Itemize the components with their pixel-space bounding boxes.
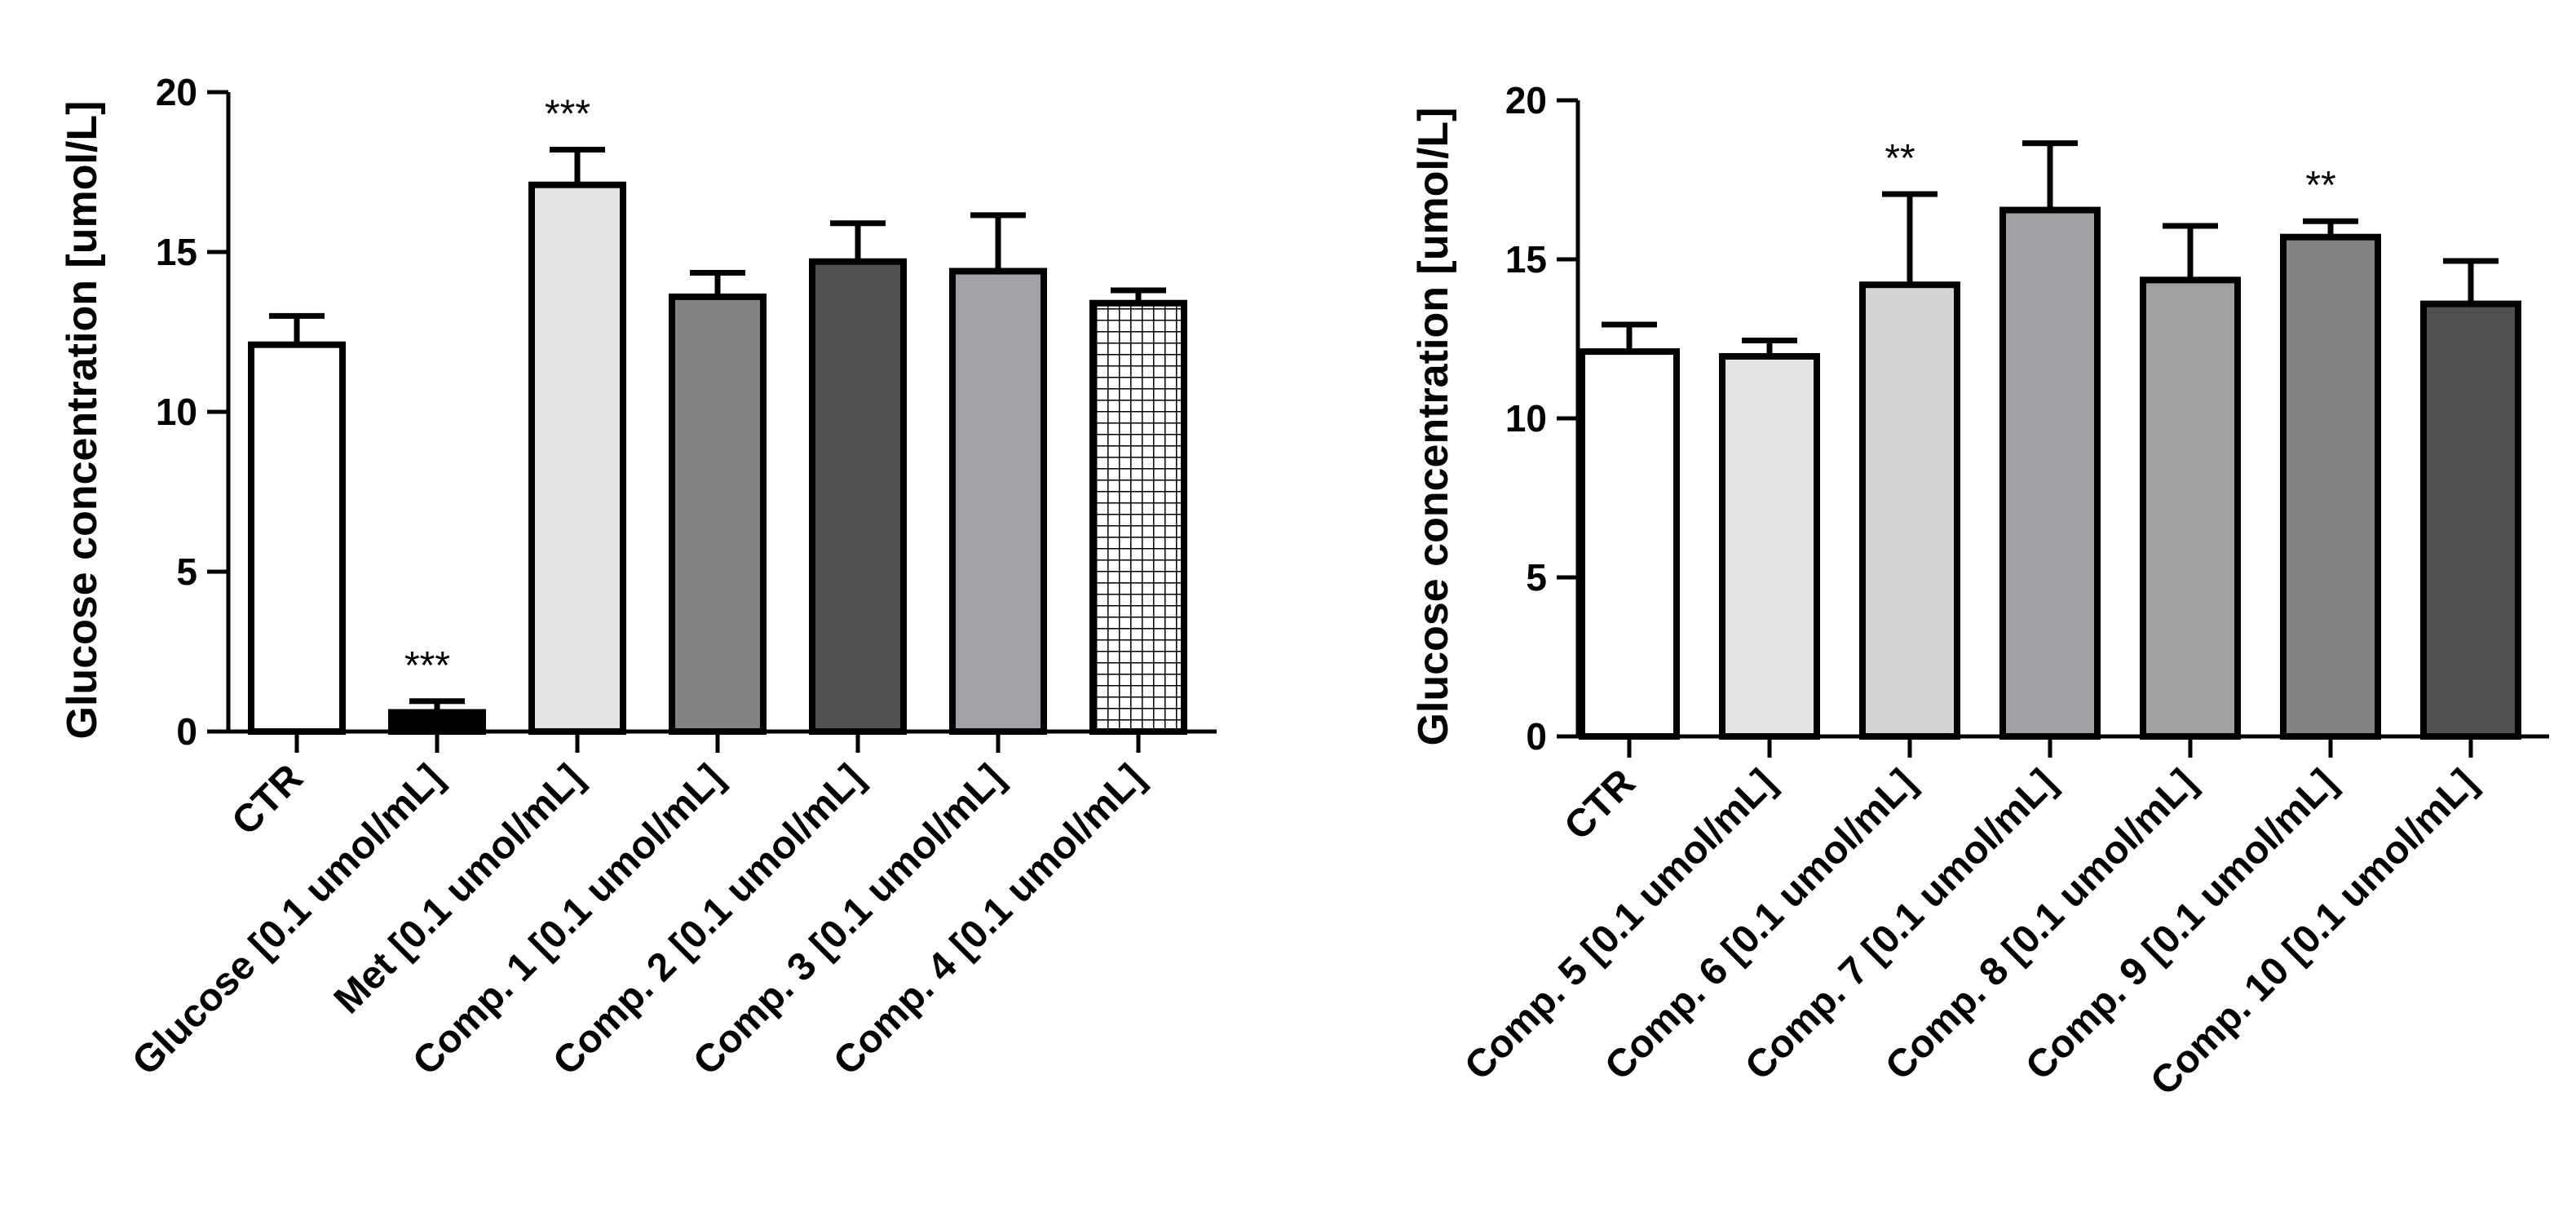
x-tick-label: Met [0.1 umol/mL] [326, 756, 592, 1022]
y-tick-label: 20 [1505, 79, 1547, 122]
bar [669, 293, 767, 735]
bar [1859, 281, 1960, 740]
y-tick-label: 15 [1505, 238, 1547, 281]
y-tick-label: 10 [156, 391, 197, 433]
bar [1579, 348, 1680, 740]
x-tick-label: CTR [224, 756, 312, 843]
y-tick-label: 15 [156, 231, 197, 273]
significance-label: *** [404, 644, 450, 687]
bar [1999, 206, 2101, 740]
bar [388, 709, 486, 735]
significance-label: *** [545, 93, 590, 136]
y-tick-label: 10 [1505, 397, 1547, 440]
bar [2140, 276, 2241, 740]
x-tick-label: CTR [1557, 761, 1644, 848]
y-tick-label: 0 [1526, 715, 1547, 758]
y-axis-title: Glucose concentration [umol/L] [1410, 108, 1457, 746]
bar [809, 258, 907, 735]
bar [949, 267, 1047, 735]
y-tick-label: 0 [176, 710, 197, 753]
left-bar-chart: 0 5 10 15 20 Glucose concentration [umol/L] CT… [59, 71, 1217, 1084]
y-axis-title: Glucose concentration [umol/L] [59, 101, 106, 740]
bar [248, 341, 346, 735]
bar [1719, 352, 1820, 740]
significance-label: ** [1885, 137, 1915, 180]
bar [528, 181, 626, 735]
bar [2420, 300, 2521, 740]
bar [1089, 299, 1187, 736]
significance-label: ** [2305, 164, 2335, 207]
right-bar-chart: 0 5 10 15 20 Glucose concentration [umol/L] CT… [1410, 79, 2549, 1104]
y-tick-label: 5 [176, 550, 197, 593]
y-tick-label: 20 [156, 71, 197, 113]
bar [2280, 233, 2381, 740]
y-tick-label: 5 [1526, 556, 1547, 599]
